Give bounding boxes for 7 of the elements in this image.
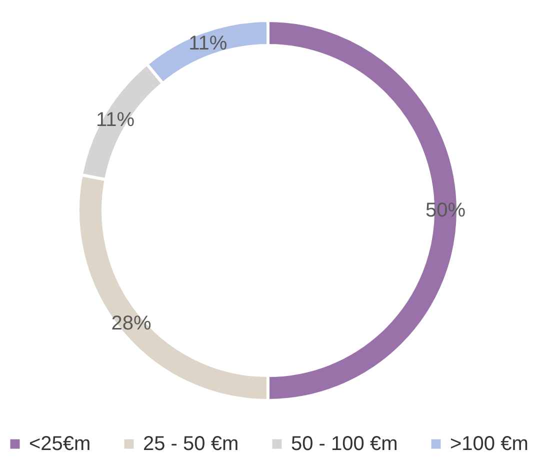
legend-label: <25€m (29, 433, 91, 455)
legend-label: 25 - 50 €m (143, 433, 239, 455)
legend-label: 50 - 100 €m (291, 433, 398, 455)
data-label: 11% (188, 32, 228, 54)
data-label: 28% (111, 312, 152, 335)
data-label: 11% (96, 109, 135, 132)
legend-label: >100 €m (450, 433, 528, 455)
